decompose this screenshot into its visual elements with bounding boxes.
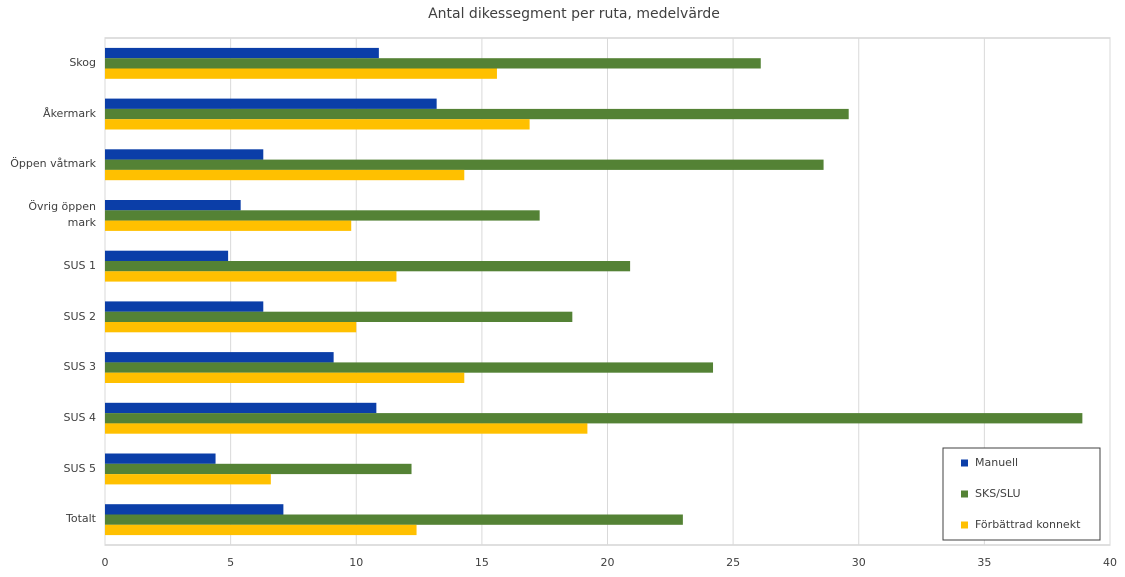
- y-tick-label: Skog: [69, 56, 96, 70]
- legend-label: SKS/SLU: [975, 487, 1021, 500]
- bar: [105, 271, 397, 282]
- x-tick-label: 40: [1103, 556, 1117, 569]
- bar: [105, 250, 229, 261]
- bar: [105, 149, 264, 160]
- bar: [105, 524, 417, 536]
- bar: [105, 58, 761, 69]
- y-tick-label-box: Skog: [69, 56, 96, 70]
- x-tick-label: 5: [227, 556, 234, 569]
- y-tick-label-box: SUS 1: [63, 258, 96, 272]
- y-tick-label: SUS 4: [63, 410, 96, 424]
- chart-title: Antal dikessegment per ruta, medelvärde: [428, 6, 720, 22]
- y-tick-label-box: SUS 4: [63, 410, 96, 424]
- x-tick-label: 30: [852, 556, 866, 569]
- bar: [105, 474, 271, 485]
- bar: [105, 98, 437, 109]
- x-tick-label: 25: [726, 556, 740, 569]
- bar: [105, 210, 540, 221]
- legend-label: Manuell: [975, 456, 1018, 469]
- y-tick-label-box: SUS 3: [63, 360, 96, 374]
- y-tick-label-box: Övrig öppen mark: [28, 199, 96, 230]
- legend-label: Förbättrad konnekt: [975, 518, 1081, 531]
- bar: [105, 372, 465, 383]
- bar: [105, 47, 379, 59]
- bar: [105, 514, 683, 525]
- bar: [105, 220, 352, 231]
- bar: [105, 261, 631, 272]
- y-tick-label: SUS 3: [63, 360, 96, 374]
- bar: [105, 504, 284, 515]
- y-tick-label: SUS 2: [63, 309, 96, 323]
- bar: [105, 200, 241, 211]
- bar: [105, 68, 497, 79]
- bar: [105, 423, 588, 434]
- legend-swatch: [961, 459, 968, 467]
- x-tick-label: 0: [102, 556, 109, 569]
- bar: [105, 108, 849, 120]
- y-tick-label-box: SUS 5: [63, 461, 96, 475]
- legend-swatch: [961, 521, 968, 529]
- bar: [105, 322, 357, 333]
- y-tick-label: Totalt: [65, 512, 96, 526]
- bar: [105, 119, 530, 130]
- x-tick-label: 35: [977, 556, 991, 569]
- bar: [105, 463, 412, 475]
- bar: [105, 169, 465, 181]
- y-tick-label: Åkermark: [43, 106, 96, 120]
- y-tick-label-box: Öppen våtmark: [10, 157, 96, 171]
- bar: [105, 453, 216, 464]
- bar: [105, 413, 1083, 424]
- bar: [105, 311, 573, 322]
- y-tick-label: Öppen våtmark: [10, 157, 96, 171]
- bar: [105, 402, 377, 414]
- bar: [105, 159, 824, 170]
- bar: [105, 301, 264, 312]
- bar: [105, 352, 334, 363]
- x-tick-label: 20: [601, 556, 615, 569]
- x-tick-label: 15: [475, 556, 489, 569]
- legend-swatch: [961, 490, 968, 498]
- legend-box: [942, 447, 1101, 541]
- x-tick-label: 10: [349, 556, 363, 569]
- bar: [105, 362, 714, 373]
- y-tick-label: SUS 1: [63, 258, 96, 272]
- y-tick-label-box: Åkermark: [43, 106, 96, 120]
- y-tick-label-box: SUS 2: [63, 309, 96, 323]
- y-tick-label: SUS 5: [63, 461, 96, 475]
- y-tick-label-box: Totalt: [65, 512, 96, 526]
- y-tick-label: Övrig öppen mark: [28, 199, 96, 230]
